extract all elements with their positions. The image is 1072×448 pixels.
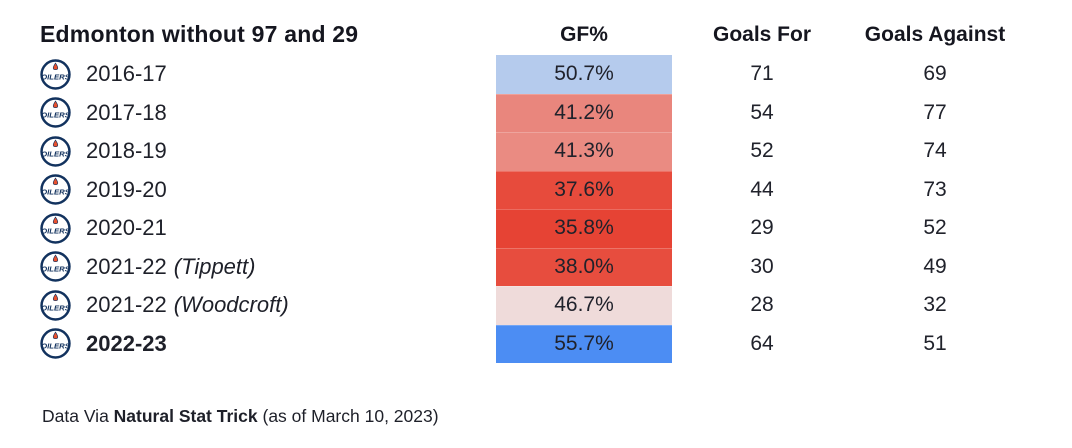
gf-pct-cell: 50.7%: [496, 55, 672, 94]
season-label: 2021-22: [86, 253, 167, 279]
gf-pct-cell: 35.8%: [496, 209, 672, 248]
season-label: 2016-17: [86, 61, 167, 87]
column-header-gf-pct: GF%: [560, 22, 608, 46]
season-cell: 2018-19: [86, 138, 167, 164]
source-suffix: (as of March 10, 2023): [257, 406, 439, 426]
goals-against-value: 69: [923, 62, 947, 86]
column-header-goals-for: Goals For: [712, 22, 812, 46]
goals-for-value: 54: [750, 100, 774, 124]
table-row: OILERS 2019-20 37.6% 44 73: [0, 170, 1072, 209]
coach-note: (Woodcroft): [173, 292, 289, 318]
table-header-row: Edmonton without 97 and 29 GF% Goals For…: [0, 14, 1072, 55]
goals-for-value: 71: [750, 62, 774, 86]
season-label: 2020-21: [86, 215, 167, 241]
svg-text:OILERS: OILERS: [41, 188, 71, 197]
gf-pct-cell: 38.0%: [496, 247, 672, 286]
goals-for-value: 29: [750, 216, 774, 240]
goals-against-value: 32: [923, 293, 947, 317]
edmonton-oilers-logo-icon: OILERS: [40, 59, 71, 90]
goals-for-value: 28: [750, 293, 774, 317]
gf-pct-cell: 46.7%: [496, 286, 672, 325]
gf-pct-cell: 55.7%: [496, 324, 672, 363]
coach-note: (Tippett): [173, 253, 256, 279]
source-prefix: Data Via: [42, 406, 114, 426]
edmonton-oilers-logo-icon: OILERS: [40, 213, 71, 244]
season-cell: 2021-22 (Tippett): [86, 254, 255, 280]
svg-text:OILERS: OILERS: [41, 149, 71, 158]
goals-for-value: 52: [750, 139, 774, 163]
goals-against-value: 49: [923, 254, 947, 278]
goals-for-value: 44: [750, 177, 774, 201]
svg-text:OILERS: OILERS: [41, 111, 71, 120]
goals-for-value: 64: [750, 331, 774, 355]
goals-against-value: 77: [923, 100, 947, 124]
goals-for-value: 30: [750, 254, 774, 278]
goals-against-value: 51: [923, 331, 947, 355]
season-label: 2017-18: [86, 99, 167, 125]
svg-text:OILERS: OILERS: [41, 303, 71, 312]
gf-pct-cell: 41.3%: [496, 132, 672, 171]
season-label: 2019-20: [86, 176, 167, 202]
season-label: 2021-22: [86, 292, 167, 318]
season-cell: 2019-20: [86, 177, 167, 203]
gf-pct-cell: 41.2%: [496, 93, 672, 132]
goals-against-value: 73: [923, 177, 947, 201]
svg-text:OILERS: OILERS: [41, 226, 71, 235]
table-row: OILERS 2017-18 41.2% 54 77: [0, 93, 1072, 132]
stats-table: Edmonton without 97 and 29 GF% Goals For…: [0, 14, 1072, 363]
season-cell: 2016-17: [86, 61, 167, 87]
edmonton-oilers-logo-icon: OILERS: [40, 251, 71, 282]
season-cell: 2017-18: [86, 100, 167, 126]
source-note: Data Via Natural Stat Trick (as of March…: [42, 406, 439, 427]
season-label: 2022-23: [86, 330, 167, 356]
gf-pct-cell: 37.6%: [496, 170, 672, 209]
table-row: OILERS 2018-19 41.3% 52 74: [0, 132, 1072, 171]
column-header-goals-against: Goals Against: [864, 22, 1006, 46]
edmonton-oilers-logo-icon: OILERS: [40, 328, 71, 359]
table-row: OILERS 2021-22 (Tippett) 38.0% 30 49: [0, 247, 1072, 286]
table-row: OILERS 2016-17 50.7% 71 69: [0, 55, 1072, 94]
season-label: 2018-19: [86, 138, 167, 164]
svg-text:OILERS: OILERS: [41, 265, 71, 274]
season-cell: 2020-21: [86, 215, 167, 241]
edmonton-oilers-logo-icon: OILERS: [40, 174, 71, 205]
edmonton-oilers-logo-icon: OILERS: [40, 97, 71, 128]
season-cell: 2021-22 (Woodcroft): [86, 292, 289, 318]
table-row: OILERS 2021-22 (Woodcroft) 46.7% 28 32: [0, 286, 1072, 325]
edmonton-oilers-logo-icon: OILERS: [40, 290, 71, 321]
table-title: Edmonton without 97 and 29: [40, 21, 359, 47]
goals-against-value: 74: [923, 139, 947, 163]
table-row: OILERS 2022-23 55.7% 64 51: [0, 324, 1072, 363]
table-row: OILERS 2020-21 35.8% 29 52: [0, 209, 1072, 248]
svg-text:OILERS: OILERS: [41, 72, 71, 81]
source-brand: Natural Stat Trick: [113, 406, 258, 426]
edmonton-oilers-logo-icon: OILERS: [40, 136, 71, 167]
goals-against-value: 52: [923, 216, 947, 240]
season-cell: 2022-23: [86, 331, 167, 357]
svg-text:OILERS: OILERS: [41, 342, 71, 351]
table-body: OILERS 2016-17 50.7% 71 69 OILERS 2017-1…: [0, 55, 1072, 363]
